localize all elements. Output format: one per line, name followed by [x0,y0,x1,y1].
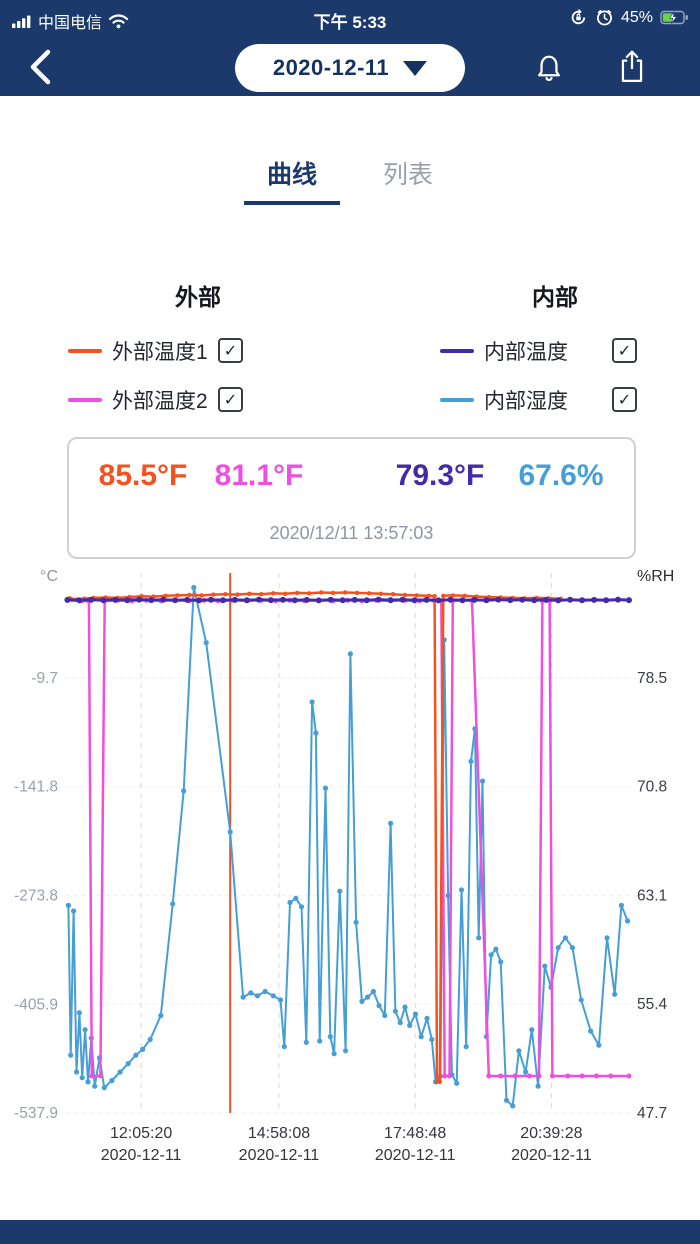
series-swatch [440,398,474,402]
svg-text:14:58:08: 14:58:08 [248,1125,310,1142]
date-dropdown-value: 2020-12-11 [272,55,390,80]
svg-text:47.7: 47.7 [637,1105,667,1122]
check-icon: ✓ [223,342,238,360]
checkbox-ext-temp2[interactable]: ✓ [218,387,243,412]
checkbox-int-humidity[interactable]: ✓ [612,387,637,412]
cellular-signal-icon [12,15,31,28]
svg-text:-537.9: -537.9 [14,1105,58,1122]
svg-text:2020-12-11: 2020-12-11 [375,1147,456,1164]
tab-list-label: 列表 [383,161,434,189]
tab-list[interactable]: 列表 [383,155,433,205]
battery-icon [660,10,688,25]
chevron-down-icon [403,60,428,76]
legend-item-ext-temp2: 外部温度2 [68,385,208,415]
view-tabs: 曲线 列表 [0,155,700,205]
series-swatch [68,398,102,402]
active-tab-underline [243,201,340,205]
svg-text:70.8: 70.8 [637,779,667,796]
legend-label: 内部温度 [484,341,568,364]
legend-item-int-temp: 内部温度 [440,336,568,366]
status-time: 下午 5:33 [313,13,387,32]
legend-label: 外部温度1 [112,341,208,364]
readout-ext-temp2: 81.1°F [214,459,304,492]
status-bar-left: 中国电信 [12,9,129,33]
svg-text:°C: °C [40,568,58,585]
status-bar-right: 45% [569,8,690,27]
svg-text:-141.8: -141.8 [14,779,58,796]
legend-item-int-humidity: 内部湿度 [440,385,568,415]
bell-icon [538,55,560,81]
check-icon: ✓ [223,391,238,409]
share-icon [621,50,643,82]
svg-text:2020-12-11: 2020-12-11 [511,1147,592,1164]
svg-text:17:48:48: 17:48:48 [384,1125,446,1142]
series-swatch [68,349,102,353]
alarm-clock-icon [596,10,612,26]
top-header: 中国电信 下午 5:33 45% [0,0,700,96]
svg-text:78.5: 78.5 [637,670,667,687]
check-icon: ✓ [617,342,632,360]
tab-curve-label: 曲线 [266,161,317,189]
readout-int-humidity: 67.6% [518,459,604,492]
svg-text:12:05:20: 12:05:20 [110,1125,172,1142]
line-chart[interactable]: 12:05:20 2020-12-11 14:58:08 2020-12-11 17:4… [0,565,700,1180]
readout-panel: 85.5°F 81.1°F 79.3°F 67.6% 2020/12/11 13… [67,437,636,559]
check-icon: ✓ [617,391,632,409]
readout-ext-temp1: 85.5°F [98,459,188,492]
svg-text:63.1: 63.1 [637,888,667,905]
svg-text:55.4: 55.4 [637,996,668,1013]
readout-timestamp: 2020/12/11 13:57:03 [269,523,434,543]
series-swatch [440,349,474,353]
date-dropdown[interactable]: 2020-12-11 [235,44,465,92]
svg-text:%RH: %RH [637,568,674,585]
wifi-icon [108,14,129,29]
svg-text:2020-12-11: 2020-12-11 [101,1147,182,1164]
checkbox-int-temp[interactable]: ✓ [612,338,637,363]
bottom-home-bar [0,1220,700,1244]
readout-int-temp: 79.3°F [395,459,485,492]
chart-area[interactable]: 12:05:20 2020-12-11 14:58:08 2020-12-11 17:4… [0,565,700,1180]
legend-header-external: 外部 [175,284,221,310]
legend-label: 内部湿度 [484,390,568,413]
carrier-label: 中国电信 [38,15,103,32]
svg-text:-405.9: -405.9 [14,996,58,1013]
notification-bell-button[interactable] [533,50,565,86]
svg-text:2020-12-11: 2020-12-11 [239,1147,320,1164]
rotation-lock-icon [571,8,586,25]
svg-text:-273.8: -273.8 [14,888,58,905]
svg-text:-9.7: -9.7 [31,670,58,687]
svg-text:20:39:28: 20:39:28 [520,1125,582,1142]
legend-header-internal: 内部 [532,284,578,310]
back-button[interactable] [28,48,54,86]
share-button[interactable] [616,48,648,86]
tab-curve[interactable]: 曲线 [243,155,340,205]
legend-item-ext-temp1: 外部温度1 [68,336,208,366]
battery-percent: 45% [620,8,653,26]
legend-label: 外部温度2 [112,390,208,413]
checkbox-ext-temp1[interactable]: ✓ [218,338,243,363]
